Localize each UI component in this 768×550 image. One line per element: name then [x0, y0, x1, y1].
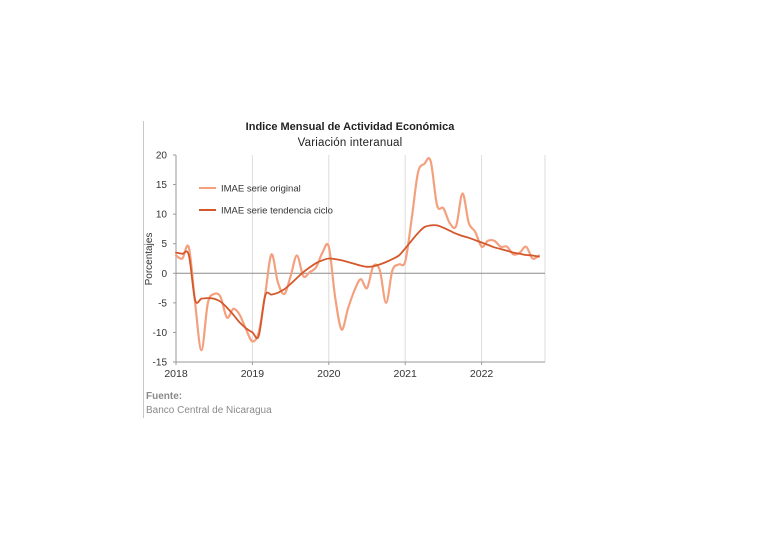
y-tick-label: 15: [156, 180, 168, 191]
y-axis-label: Porcentajes: [144, 233, 155, 286]
y-tick-label: -5: [158, 298, 167, 309]
legend: IMAE serie original IMAE serie tendencia …: [199, 184, 333, 217]
x-tick-label: 2019: [241, 368, 265, 380]
x-tick-label: 2020: [317, 368, 341, 380]
y-tick-label: -10: [153, 328, 168, 339]
chart-subtitle: Variación interanual: [297, 137, 403, 149]
source-label: Fuente:: [146, 391, 183, 402]
y-tick-label: 0: [161, 269, 167, 280]
y-tick-label: -15: [153, 358, 168, 369]
y-tick-label: 10: [156, 210, 168, 221]
legend-label-2: IMAE serie tendencia ciclo: [221, 206, 333, 217]
x-tick-label: 2022: [470, 368, 494, 380]
y-tick-label: 20: [156, 151, 168, 162]
chart-title: Indice Mensual de Actividad Económica: [245, 121, 455, 133]
y-tick-label: 5: [161, 239, 167, 250]
x-tick-label: 2018: [164, 368, 188, 380]
left-border-rule: [143, 121, 144, 418]
legend-label-1: IMAE serie original: [221, 184, 301, 195]
source-text: Banco Central de Nicaragua: [146, 405, 272, 416]
series-line-2: [175, 224, 540, 340]
series-lines: [174, 157, 540, 352]
series-line-1: [174, 157, 540, 352]
x-tick-label: 2021: [394, 368, 418, 380]
